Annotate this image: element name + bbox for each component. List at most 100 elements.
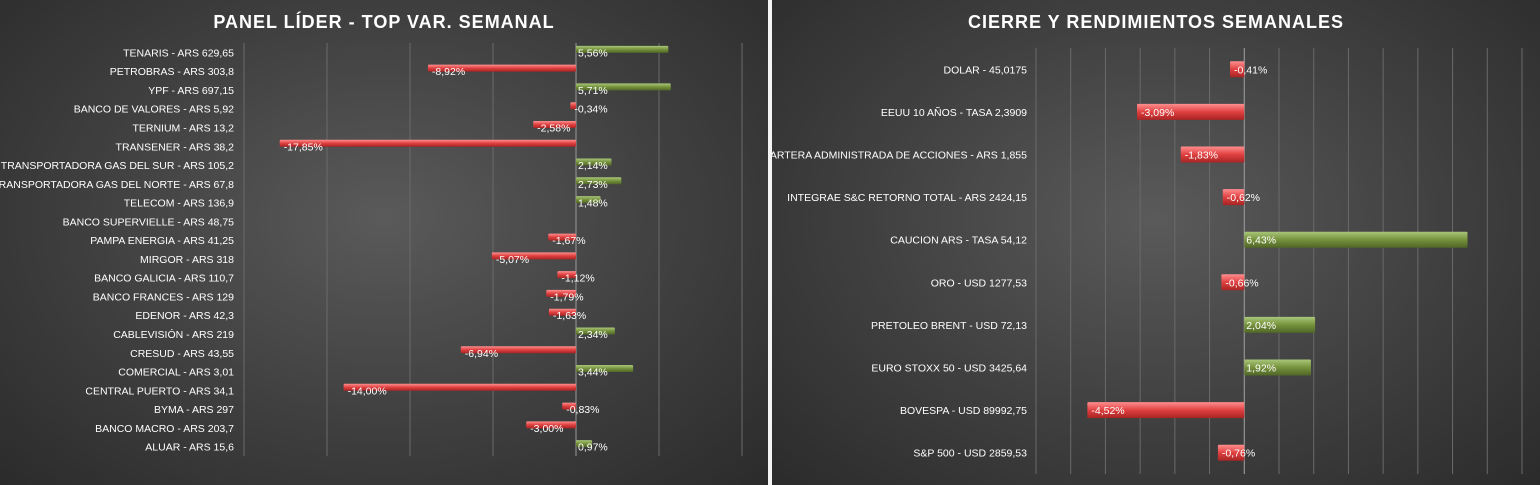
category-label: TRANSPORTADORA GAS DEL SUR - ARS 105,2 [1, 160, 234, 172]
value-label: -0,83% [566, 404, 599, 416]
bar [1230, 61, 1245, 78]
value-label: 2,04% [1246, 320, 1276, 332]
value-label: -3,00% [530, 423, 563, 435]
value-label: 0,97% [578, 442, 608, 454]
cierre-rendimientos-chart: CIERRE Y RENDIMIENTOS SEMANALES DOLAR - … [772, 0, 1540, 485]
bar [576, 83, 671, 91]
bar [548, 308, 576, 316]
bar [343, 383, 576, 391]
category-label: MIRGOR - ARS 318 [140, 254, 234, 266]
value-label: -6,94% [465, 348, 498, 360]
value-label: -1,79% [550, 291, 583, 303]
category-label: BANCO GALICIA - ARS 110,7 [94, 273, 234, 285]
category-label: TENARIS - ARS 629,65 [123, 47, 234, 59]
category-label: BANCO FRANCES - ARS 129 [93, 291, 234, 303]
category-label: DOLAR - 45,0175 [944, 64, 1028, 76]
bar [427, 64, 576, 72]
cierre-rendimientos-plot: DOLAR - 45,0175 -0,41% EEUU 10 AÑOS - TASA… [772, 48, 1523, 474]
value-label: -14,00% [348, 385, 387, 397]
category-label: PETROBRAS - ARS 303,8 [110, 66, 234, 78]
category-label: BANCO MACRO - ARS 203,7 [95, 423, 234, 435]
value-label: 2,34% [578, 329, 608, 341]
value-label: 2,73% [578, 179, 608, 191]
value-label: -8,92% [432, 66, 465, 78]
bar [557, 271, 576, 279]
bar [1244, 316, 1316, 333]
bar [576, 158, 612, 166]
bar [576, 327, 615, 335]
bar [533, 120, 576, 128]
panel-lider-chart: PANEL LÍDER - TOP VAR. SEMANAL TENARIS -… [0, 0, 768, 485]
bar [576, 177, 622, 185]
category-label: INTEGRAE S&C RETORNO TOTAL - ARS 2424,15 [787, 192, 1027, 204]
category-label: TERNIUM - ARS 13,2 [132, 122, 234, 134]
value-label: -1,67% [552, 235, 585, 247]
bar [526, 421, 576, 429]
bar [1137, 103, 1245, 120]
value-label: -5,07% [496, 254, 529, 266]
category-label: TRANSENER - ARS 38,2 [116, 141, 235, 153]
bar [576, 45, 669, 53]
category-label: EDENOR - ARS 42,3 [135, 310, 234, 322]
value-label: -0,34% [574, 104, 607, 116]
value-label: -0,41% [1234, 64, 1267, 76]
chart-title: CIERRE Y RENDIMIENTOS SEMANALES [967, 12, 1345, 32]
category-label: PAMPA ENERGIA - ARS 41,25 [90, 235, 234, 247]
category-label: PRETOLEO BRENT - USD 72,13 [871, 320, 1027, 332]
category-label: EEUU 10 AÑOS - TASA 2,3909 [881, 106, 1027, 119]
value-label: 3,44% [578, 367, 608, 379]
category-label: TRANSPORTADORA GAS DEL NORTE - ARS 67,8 [0, 179, 234, 191]
bar [576, 365, 634, 373]
category-label: S&P 500 - USD 2859,53 [913, 448, 1027, 460]
bar [570, 102, 576, 110]
bar [576, 196, 601, 204]
value-label: -0,76% [1222, 448, 1255, 460]
category-label: CENTRAL PUERTO - ARS 34,1 [85, 385, 234, 397]
value-label: -1,63% [553, 310, 586, 322]
category-label: BANCO DE VALORES - ARS 5,92 [74, 104, 234, 116]
category-label: BOVESPA - USD 89992,75 [900, 405, 1027, 417]
category-label: BYMA - ARS 297 [154, 404, 234, 416]
value-label: -1,12% [561, 273, 594, 285]
value-label: 1,48% [578, 198, 608, 210]
category-label: CAUCION ARS - TASA 54,12 [890, 235, 1027, 247]
value-label: -2,58% [537, 122, 570, 134]
value-label: -0,66% [1225, 277, 1258, 289]
category-label: BANCO SUPERVIELLE - ARS 48,75 [63, 216, 235, 228]
bar [460, 346, 576, 354]
category-label: CRESUD - ARS 43,55 [130, 348, 234, 360]
value-label: -0,62% [1227, 192, 1260, 204]
value-label: -1,83% [1185, 150, 1218, 162]
value-label: -17,85% [284, 141, 323, 153]
panel-lider-plot: TENARIS - ARS 629,65 5,56% PETROBRAS - ARS… [0, 43, 743, 456]
bar [491, 252, 576, 260]
bar [1217, 444, 1245, 461]
category-label: ALUAR - ARS 15,6 [145, 442, 234, 454]
value-label: 2,14% [578, 160, 608, 172]
bar [1244, 231, 1468, 248]
category-label: EURO STOXX 50 - USD 3425,64 [871, 363, 1027, 375]
category-label: CABLEVISIÓN - ARS 219 [113, 328, 234, 341]
bar [546, 289, 576, 297]
category-label: ORO - USD 1277,53 [931, 277, 1027, 289]
category-label: CARTERA ADMINISTRADA DE ACCIONES - ARS 1… [772, 150, 1027, 162]
category-label: TELECOM - ARS 136,9 [124, 198, 234, 210]
bar [548, 233, 576, 241]
bar [279, 139, 576, 147]
bar [1221, 274, 1245, 291]
category-label: COMERCIAL - ARS 3,01 [118, 367, 234, 379]
value-label: 1,92% [1246, 363, 1276, 375]
bar [1222, 189, 1245, 206]
value-label: 5,56% [578, 47, 608, 59]
value-label: -4,52% [1091, 405, 1124, 417]
value-label: 5,71% [578, 85, 608, 97]
bar [1087, 402, 1245, 419]
category-label: YPF - ARS 697,15 [148, 85, 234, 97]
chart-title: PANEL LÍDER - TOP VAR. SEMANAL [213, 12, 555, 32]
bar [562, 402, 576, 410]
bar [576, 440, 593, 448]
value-label: 6,43% [1246, 235, 1276, 247]
bar [1244, 359, 1311, 376]
value-label: -3,09% [1141, 107, 1174, 119]
bar [1180, 146, 1245, 163]
